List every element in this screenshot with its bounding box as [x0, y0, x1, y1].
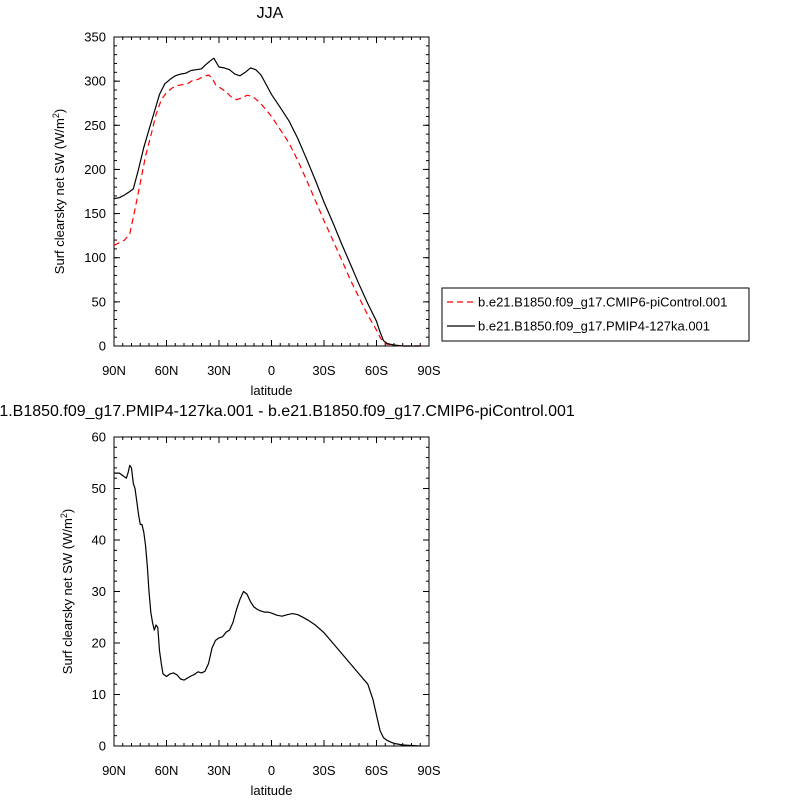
y-tick-label: 150	[84, 206, 106, 221]
top-chart-legend: b.e21.B1850.f09_g17.CMIP6-piControl.001 …	[441, 287, 750, 342]
y-tick-label: 0	[99, 339, 106, 354]
x-tick-label: 30N	[207, 363, 231, 378]
y-tick-label: 100	[84, 250, 106, 265]
x-tick-label: 0	[268, 363, 275, 378]
series-line-picontrol	[113, 74, 421, 347]
y-tick-label: 250	[84, 118, 106, 133]
legend-label-picontrol: b.e21.B1850.f09_g17.CMIP6-piControl.001	[478, 295, 727, 310]
x-tick-label: 30N	[207, 763, 231, 778]
x-tick-label: 30S	[312, 763, 335, 778]
legend-box	[441, 287, 750, 342]
x-tick-label: 60S	[365, 763, 388, 778]
x-tick-label: 90N	[102, 763, 126, 778]
legend-label-127ka: b.e21.B1850.f09_g17.PMIP4-127ka.001	[478, 319, 710, 334]
y-tick-label: 10	[92, 687, 106, 702]
top-chart-plot-frame	[113, 36, 430, 347]
y-tick-label: 300	[84, 74, 106, 89]
y-tick-label: 20	[92, 636, 106, 651]
series-line-difference	[114, 464, 421, 747]
x-tick-label: 90N	[102, 363, 126, 378]
y-tick-label: 350	[84, 30, 106, 45]
y-tick-label: 200	[84, 162, 106, 177]
y-tick-label: 40	[92, 533, 106, 548]
y-tick-label: 50	[92, 294, 106, 309]
x-tick-label: 90S	[417, 763, 440, 778]
x-tick-label: 60N	[155, 363, 179, 378]
bottom-chart-y-axis-label: Surf clearsky net SW (W/m2)	[59, 509, 75, 674]
y-tick-label: 0	[99, 739, 106, 754]
x-tick-label: 30S	[312, 363, 335, 378]
bottom-chart-panel: b.e21.B1850.f09_g17.PMIP4-127ka.001 - b.…	[0, 403, 575, 798]
top-chart-title: JJA	[257, 5, 284, 22]
x-tick-label: 0	[268, 763, 275, 778]
y-tick-label: 50	[92, 481, 106, 496]
bottom-chart-plot-frame	[113, 436, 430, 747]
bottom-chart-x-axis-label: latitude	[251, 783, 293, 798]
x-tick-label: 60S	[365, 363, 388, 378]
bottom-chart-title: b.e21.B1850.f09_g17.PMIP4-127ka.001 - b.…	[0, 403, 575, 420]
x-tick-label: 60N	[155, 763, 179, 778]
top-chart-panel: JJA 90N 60N 30N 0 30S 60S 90S 0 50 100 150 200 250 3…	[51, 5, 750, 398]
top-chart-y-axis-label: Surf clearsky net SW (W/m2)	[51, 109, 67, 274]
y-tick-label: 60	[92, 430, 106, 445]
series-line-127ka	[113, 57, 421, 347]
x-tick-label: 90S	[417, 363, 440, 378]
top-chart-x-axis-label: latitude	[251, 383, 293, 398]
y-tick-label: 30	[92, 584, 106, 599]
